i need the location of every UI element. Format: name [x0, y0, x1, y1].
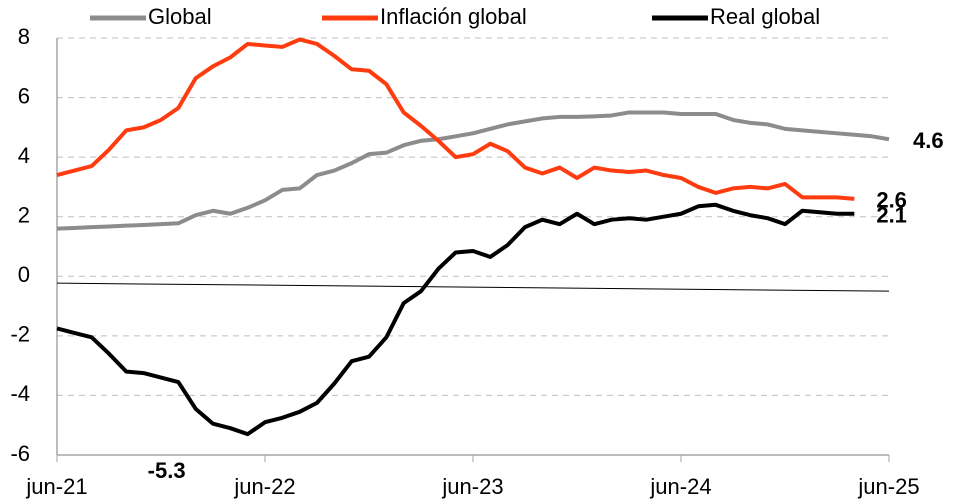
trend-line	[56, 282, 890, 292]
x-tick-label: jun-22	[233, 474, 295, 499]
y-tick-label: 8	[18, 24, 30, 49]
y-tick-label: 6	[18, 83, 30, 108]
series-line	[56, 110, 890, 231]
y-tick-label: -2	[10, 322, 30, 347]
value-label: 2.6	[876, 188, 907, 213]
value-label: 4.6	[913, 128, 944, 153]
y-tick-label: 4	[18, 143, 30, 168]
x-tick-label: jun-25	[857, 474, 919, 499]
y-tick-label: -4	[10, 381, 30, 406]
y-tick-label: 0	[18, 262, 30, 287]
series-line	[56, 37, 855, 201]
value-label: -5.3	[148, 458, 186, 483]
y-tick-label: 2	[18, 203, 30, 228]
x-tick-label: jun-21	[25, 474, 87, 499]
legend-label: Global	[148, 4, 212, 29]
y-tick-label: -6	[10, 441, 30, 466]
legend-label: Real global	[710, 4, 820, 29]
value-label: 2.1	[876, 203, 907, 228]
x-tick-label: jun-24	[649, 474, 711, 499]
series-line	[56, 202, 855, 437]
legend-label: Inflación global	[380, 4, 527, 29]
x-tick-label: jun-23	[441, 474, 503, 499]
